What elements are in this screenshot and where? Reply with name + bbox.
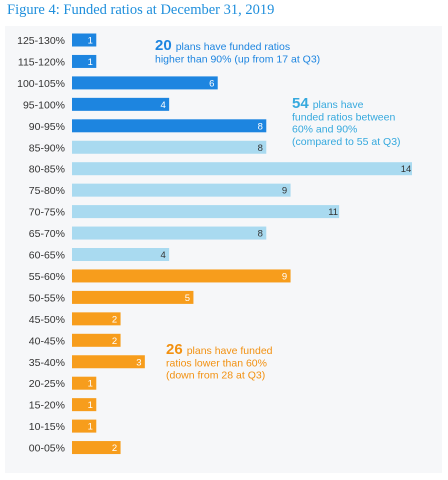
- bar: [72, 333, 121, 347]
- bar-value-label: 3: [136, 357, 141, 368]
- category-label: 100-105%: [17, 78, 65, 90]
- bar: [72, 441, 121, 455]
- bar-value-label: 1: [88, 36, 93, 47]
- bar: [72, 290, 194, 304]
- bar: [72, 269, 291, 283]
- bar: [72, 54, 97, 68]
- category-label: 50-55%: [29, 292, 65, 304]
- bar-value-label: 8: [258, 229, 263, 240]
- annotation-number: 54: [292, 95, 309, 112]
- annotation-line: funded ratios between: [292, 111, 395, 123]
- bar: [72, 248, 170, 261]
- bar-value-label: 9: [282, 186, 287, 197]
- bar: [72, 419, 97, 433]
- category-label: 35-40%: [29, 357, 65, 369]
- bar-value-label: 11: [328, 207, 338, 218]
- annotation-line: plans have funded ratios: [176, 41, 290, 53]
- annotation-mid: 54 plans have funded ratios between 60% and…: [292, 95, 401, 148]
- annotation-below: 26 plans have funded ratios lower than 60%…: [166, 341, 273, 382]
- bar: [72, 33, 97, 47]
- bar-value-label: 2: [112, 336, 117, 347]
- bar: [72, 355, 145, 369]
- annotation-line: ratios lower than 60%: [166, 357, 267, 369]
- bar: [72, 119, 267, 133]
- category-label: 95-100%: [23, 99, 65, 111]
- bar: [72, 376, 97, 390]
- bar: [72, 312, 121, 326]
- bar-value-label: 1: [88, 57, 93, 68]
- bar: [72, 183, 291, 197]
- annotation-line: higher than 90% (up from 17 at Q3): [155, 54, 320, 66]
- category-label: 00-05%: [29, 443, 65, 455]
- category-label: 70-75%: [29, 207, 65, 219]
- category-label: 40-45%: [29, 335, 65, 347]
- category-label: 90-95%: [29, 121, 65, 133]
- category-label: 60-65%: [29, 250, 65, 262]
- annotation-number: 20: [155, 37, 172, 54]
- category-label: 10-15%: [29, 421, 65, 433]
- category-label: 125-130%: [17, 35, 65, 47]
- bar: [72, 226, 267, 240]
- category-label: 80-85%: [29, 164, 65, 176]
- bar-value-label: 2: [112, 443, 117, 454]
- category-label: 85-90%: [29, 142, 65, 154]
- bar: [72, 140, 267, 154]
- bar-value-label: 8: [258, 121, 263, 132]
- annotation-line: plans have funded: [187, 345, 273, 357]
- bar-value-label: 1: [88, 422, 93, 433]
- bar: [72, 205, 340, 219]
- category-label: 20-25%: [29, 378, 65, 390]
- bar-value-label: 1: [88, 379, 93, 390]
- annotation-line: (compared to 55 at Q3): [292, 136, 401, 148]
- bar: [72, 76, 218, 90]
- bar-value-label: 1: [88, 400, 93, 411]
- annotation-line: (down from 28 at Q3): [166, 370, 265, 382]
- bar-value-label: 14: [401, 164, 412, 175]
- bar: [72, 97, 170, 111]
- chart-title: Figure 4: Funded ratios at December 31, …: [7, 2, 275, 18]
- category-label: 55-60%: [29, 271, 65, 283]
- category-label: 65-70%: [29, 228, 65, 240]
- bar-value-label: 8: [258, 143, 263, 154]
- annotation-line: 60% and 90%: [292, 124, 357, 136]
- category-label: 115-120%: [18, 56, 65, 68]
- bar-value-label: 5: [185, 293, 190, 304]
- bar-value-label: 2: [112, 314, 117, 325]
- category-label: 75-80%: [29, 185, 65, 197]
- bar-value-label: 9: [282, 271, 287, 282]
- category-label: 15-20%: [29, 400, 65, 412]
- bar-value-label: 4: [160, 100, 165, 111]
- annotation-number: 26: [166, 341, 183, 358]
- bar-value-label: 4: [160, 250, 165, 261]
- bar: [72, 398, 97, 412]
- annotation-above: 20 plans have funded ratios higher than 90…: [155, 37, 320, 66]
- annotation-line: plans have: [313, 99, 364, 111]
- category-label: 45-50%: [29, 314, 65, 326]
- bar: [72, 162, 412, 176]
- bar-value-label: 6: [209, 78, 214, 89]
